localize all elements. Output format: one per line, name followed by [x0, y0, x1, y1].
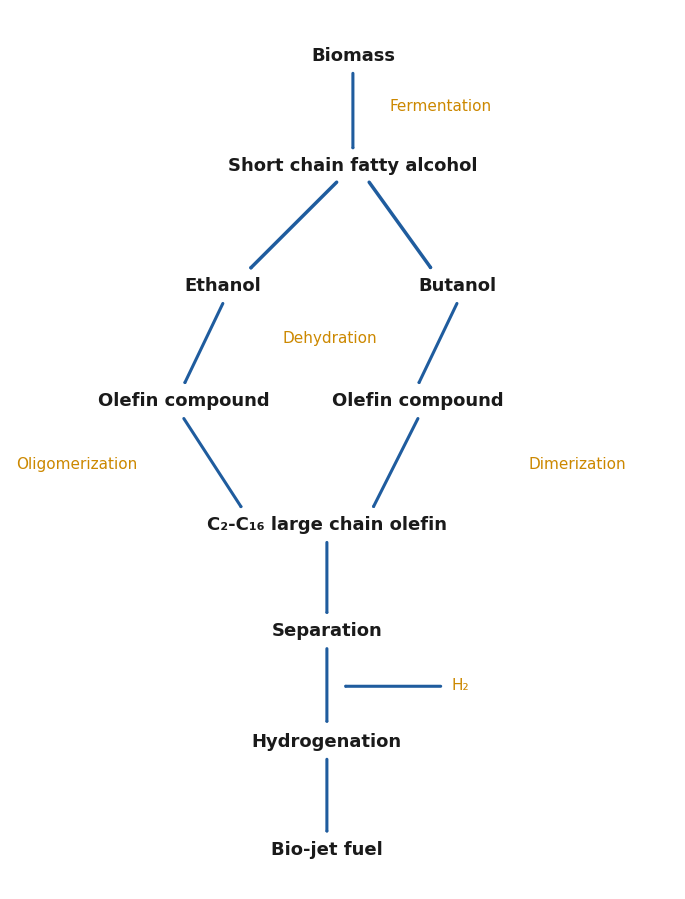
Text: Ethanol: Ethanol — [184, 277, 261, 295]
Text: Dehydration: Dehydration — [283, 332, 377, 346]
Text: Butanol: Butanol — [418, 277, 496, 295]
Text: Separation: Separation — [271, 622, 382, 640]
Text: Olefin compound: Olefin compound — [98, 392, 270, 410]
Text: Dimerization: Dimerization — [528, 457, 626, 472]
Text: Bio-jet fuel: Bio-jet fuel — [271, 841, 383, 859]
Text: Fermentation: Fermentation — [390, 99, 492, 113]
Text: Oligomerization: Oligomerization — [16, 457, 137, 472]
Text: Olefin compound: Olefin compound — [332, 392, 503, 410]
Text: H₂: H₂ — [451, 679, 469, 693]
Text: Biomass: Biomass — [311, 47, 395, 65]
Text: C₂-C₁₆ large chain olefin: C₂-C₁₆ large chain olefin — [207, 516, 447, 534]
Text: Hydrogenation: Hydrogenation — [252, 733, 402, 751]
Text: Short chain fatty alcohol: Short chain fatty alcohol — [228, 157, 477, 175]
